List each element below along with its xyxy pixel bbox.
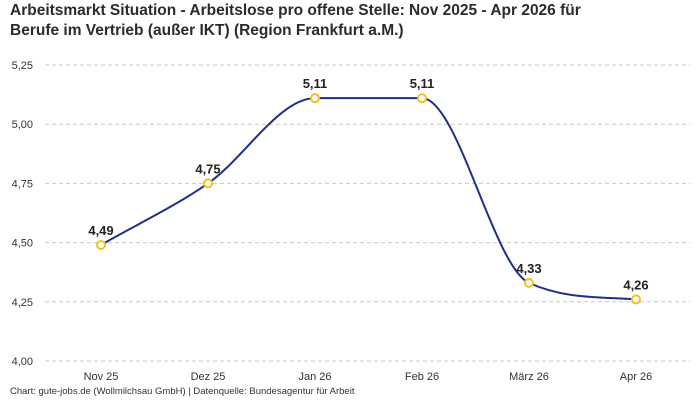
x-tick-label: Feb 26 [405, 371, 439, 383]
gridlines [45, 64, 690, 362]
y-tick-label: 4,25 [12, 297, 33, 309]
y-tick-label: 5,00 [12, 119, 33, 131]
x-tick-label: Nov 25 [84, 371, 119, 383]
data-label: 5,11 [303, 76, 328, 91]
data-point [631, 294, 641, 305]
y-tick-label: 4,50 [12, 238, 33, 250]
data-labels: 4,49 4,75 5,11 5,11 4,33 4,26 [88, 76, 648, 292]
data-label: 4,33 [516, 261, 541, 276]
chart-title-line-2: Berufe im Vertrieb (außer IKT) (Region F… [10, 22, 404, 39]
series-line [100, 97, 637, 301]
data-label: 4,75 [195, 161, 220, 176]
data-point [203, 178, 213, 189]
x-tick-label: Dez 25 [191, 371, 226, 383]
data-point [417, 93, 427, 104]
y-axis-tick-labels: 4,00 4,25 4,50 4,75 5,00 5,25 [12, 60, 33, 368]
data-point [310, 93, 320, 104]
chart-title: Arbeitsmarkt Situation - Arbeitslose pro… [10, 1, 690, 41]
data-points [96, 93, 641, 305]
chart-title-line-1: Arbeitsmarkt Situation - Arbeitslose pro… [10, 2, 581, 19]
x-tick-label: Jan 26 [298, 371, 331, 383]
series-path [100, 97, 637, 301]
data-point [524, 277, 534, 288]
data-label: 4,49 [88, 223, 113, 238]
source-footer: Chart: gute-jobs.de (Wollmilchsau GmbH) … [10, 386, 355, 397]
data-point [96, 239, 106, 250]
data-label: 4,26 [623, 277, 648, 292]
y-tick-label: 4,00 [12, 356, 33, 368]
data-label: 5,11 [410, 76, 435, 91]
x-tick-label: Apr 26 [620, 371, 652, 383]
y-tick-label: 4,75 [12, 178, 33, 190]
x-tick-label: März 26 [509, 371, 549, 383]
x-axis-tick-labels: Nov 25 Dez 25 Jan 26 Feb 26 März 26 Apr 26 [84, 371, 653, 383]
y-tick-label: 5,25 [12, 60, 33, 72]
